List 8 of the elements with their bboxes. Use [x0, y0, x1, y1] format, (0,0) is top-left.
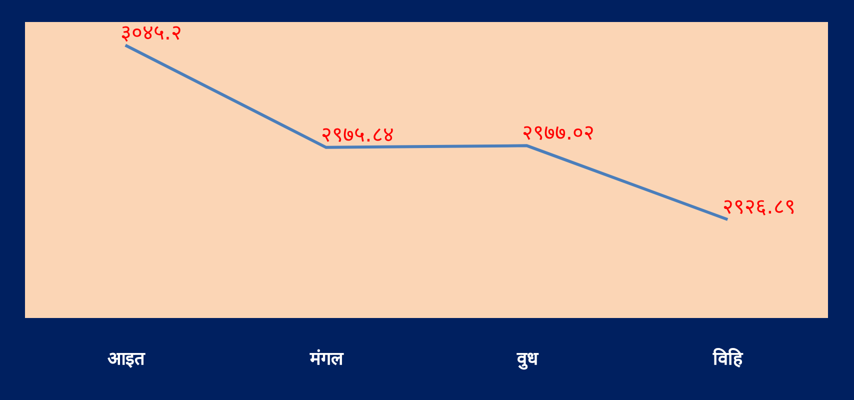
data-label: २९७७.०२	[522, 120, 595, 145]
data-label: २९२६.८९	[722, 194, 796, 218]
x-tick-label: आइत	[107, 348, 146, 370]
x-tick-label: विहि	[712, 348, 744, 370]
data-label: ३०४५.२	[120, 20, 182, 44]
data-label: २९७५.८४	[321, 122, 394, 146]
x-tick-label: वुध	[516, 348, 539, 370]
x-tick-label: मंगल	[309, 348, 344, 370]
